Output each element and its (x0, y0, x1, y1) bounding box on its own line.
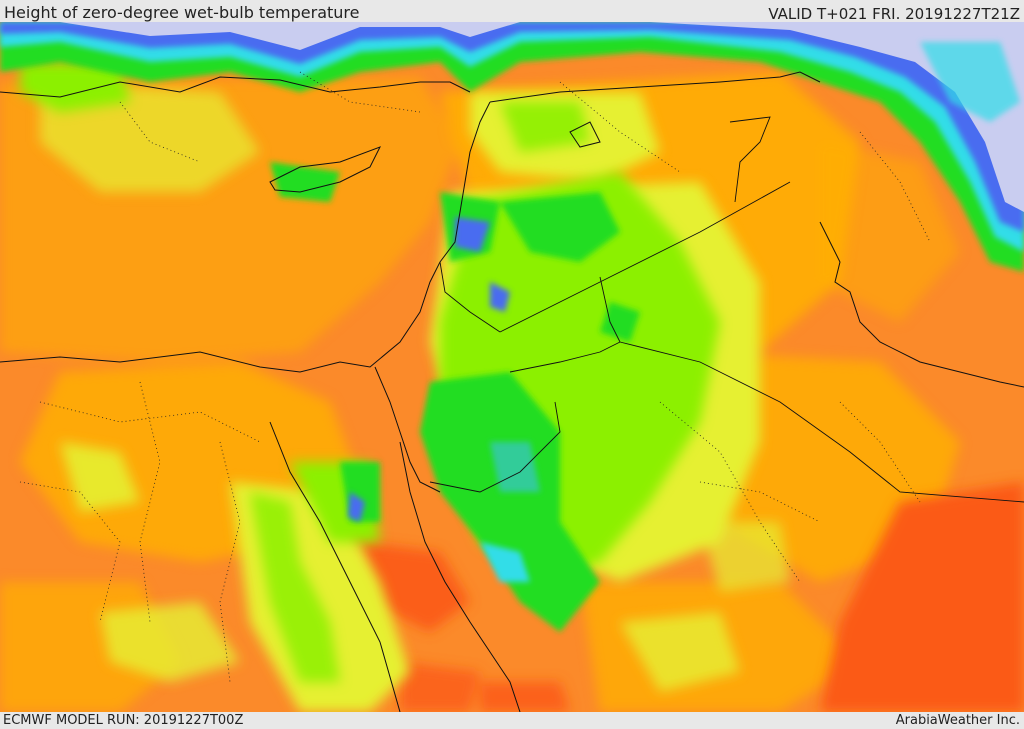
field-cyan-spots (348, 217, 540, 582)
map-canvas (0, 22, 1024, 712)
field-high-zones (360, 482, 1024, 712)
field-northern-low-band (0, 22, 1024, 272)
coastlines (0, 71, 1024, 712)
credit-label: ArabiaWeather Inc. (895, 713, 1020, 728)
model-run-label: ECMWF MODEL RUN: 20191227T00Z (3, 713, 244, 728)
valid-time-label: VALID T+021 FRI. 20191227T21Z (768, 5, 1020, 23)
province-boundaries (19, 71, 931, 683)
map-title: Height of zero-degree wet-bulb temperatu… (4, 3, 360, 22)
country-borders (429, 116, 1024, 503)
field-amber-zones (0, 72, 960, 712)
title-bar: Height of zero-degree wet-bulb temperatu… (0, 0, 1024, 23)
weather-map (0, 22, 1024, 712)
footer-bar: ECMWF MODEL RUN: 20191227T00Z ArabiaWeat… (0, 712, 1024, 729)
